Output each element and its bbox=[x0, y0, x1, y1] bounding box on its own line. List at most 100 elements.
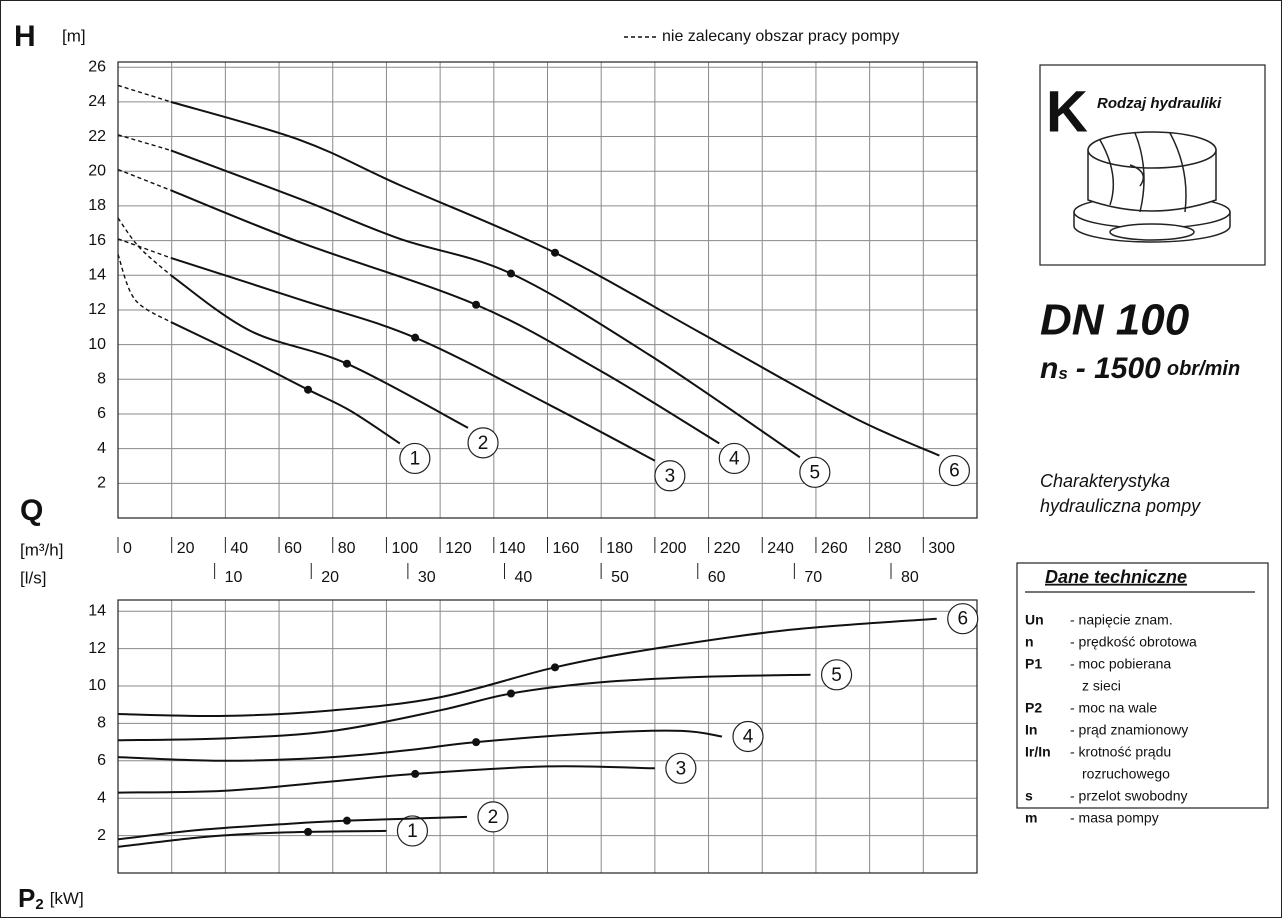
y-axis-unit: [m] bbox=[62, 26, 86, 45]
speed-subscript: s bbox=[1058, 364, 1067, 383]
spec-code: P2 bbox=[1025, 700, 1042, 716]
curve-label: 5 bbox=[831, 665, 842, 686]
speed-value: - 1500 bbox=[1076, 352, 1161, 385]
y-axis-unit: [kW] bbox=[50, 889, 84, 908]
y-tick-label: 8 bbox=[97, 715, 106, 732]
duty-point bbox=[343, 817, 351, 825]
x2-tick-label: 60 bbox=[708, 569, 726, 586]
spec-description: - prędkość obrotowa bbox=[1070, 634, 1197, 650]
curve-label: 3 bbox=[665, 466, 676, 487]
x-tick-label: 100 bbox=[391, 540, 418, 557]
x-tick-label: 0 bbox=[123, 540, 132, 557]
duty-point bbox=[551, 663, 559, 671]
duty-point bbox=[304, 386, 312, 394]
curve-label: 2 bbox=[488, 807, 499, 828]
duty-point bbox=[472, 738, 480, 746]
y-tick-label: 16 bbox=[88, 232, 106, 249]
y-axis-label: H bbox=[14, 20, 36, 53]
y-tick-label: 6 bbox=[97, 752, 106, 769]
duty-point bbox=[411, 770, 419, 778]
spec-code: s bbox=[1025, 788, 1033, 804]
x-tick-label: 20 bbox=[177, 540, 195, 557]
y-tick-label: 22 bbox=[88, 128, 106, 145]
x-tick-label: 220 bbox=[714, 540, 741, 557]
x2-tick-label: 40 bbox=[515, 569, 533, 586]
x-tick-label: 40 bbox=[230, 540, 248, 557]
curve-label: 6 bbox=[957, 609, 968, 630]
x-axis-label: Q bbox=[20, 494, 43, 527]
legend-text: nie zalecany obszar pracy pompy bbox=[662, 28, 899, 45]
spec-description: z sieci bbox=[1082, 678, 1121, 694]
spec-code: P1 bbox=[1025, 656, 1042, 672]
x-tick-label: 300 bbox=[928, 540, 955, 557]
x-tick-label: 240 bbox=[767, 540, 794, 557]
duty-point bbox=[507, 689, 515, 697]
spec-code: n bbox=[1025, 634, 1034, 650]
speed-symbol: n bbox=[1040, 352, 1058, 385]
spec-code: Ir/In bbox=[1025, 744, 1051, 760]
x-axis-unit: [m³/h] bbox=[20, 540, 63, 559]
chart: H [m] Q [m³/h] [l/s] P2[kW] nie zalecany… bbox=[0, 0, 1282, 918]
x2-tick-label: 30 bbox=[418, 569, 436, 586]
duty-point bbox=[472, 301, 480, 309]
x-tick-label: 160 bbox=[553, 540, 580, 557]
y-tick-label: 2 bbox=[97, 475, 106, 492]
spec-description: - przelot swobodny bbox=[1070, 788, 1188, 804]
y-tick-label: 20 bbox=[88, 162, 106, 179]
curve-label: 3 bbox=[676, 758, 687, 779]
x2-tick-label: 80 bbox=[901, 569, 919, 586]
caption-line: Charakterystyka bbox=[1040, 471, 1170, 491]
curve-label: 4 bbox=[729, 448, 740, 469]
y-tick-label: 4 bbox=[97, 440, 106, 457]
y-tick-label: 14 bbox=[88, 602, 106, 619]
y-tick-label: 14 bbox=[88, 266, 106, 283]
x2-tick-label: 10 bbox=[225, 569, 243, 586]
y-tick-label: 12 bbox=[88, 640, 106, 657]
y-tick-label: 24 bbox=[88, 93, 106, 110]
x2-axis-unit: [l/s] bbox=[20, 568, 46, 587]
spec-description: - moc pobierana bbox=[1070, 656, 1171, 672]
duty-point bbox=[411, 334, 419, 342]
page: {"chart_data": [ {"type": "line", "y_lab… bbox=[0, 0, 1282, 918]
speed-unit: obr/min bbox=[1167, 358, 1240, 380]
x-tick-label: 60 bbox=[284, 540, 302, 557]
x-tick-label: 200 bbox=[660, 540, 687, 557]
curve-label: 6 bbox=[949, 461, 960, 482]
y-tick-label: 10 bbox=[88, 336, 106, 353]
y-tick-label: 26 bbox=[88, 58, 106, 75]
x2-tick-label: 70 bbox=[804, 569, 822, 586]
y-axis-symbol: P bbox=[18, 883, 35, 913]
curve-label: 5 bbox=[810, 462, 821, 483]
spec-code: Un bbox=[1025, 612, 1044, 628]
x2-tick-label: 50 bbox=[611, 569, 629, 586]
spec-description: rozruchowego bbox=[1082, 766, 1170, 782]
curve-label: 2 bbox=[478, 433, 489, 454]
spec-description: - masa pompy bbox=[1070, 810, 1159, 826]
x-tick-label: 140 bbox=[499, 540, 526, 557]
y-tick-label: 4 bbox=[97, 789, 106, 806]
spec-description: - prąd znamionowy bbox=[1070, 722, 1188, 738]
spec-code: In bbox=[1025, 722, 1037, 738]
specs-title: Dane techniczne bbox=[1045, 567, 1187, 587]
y-tick-label: 12 bbox=[88, 301, 106, 318]
caption-line: hydrauliczna pompy bbox=[1040, 496, 1201, 516]
spec-description: - moc na wale bbox=[1070, 700, 1157, 716]
y-tick-label: 2 bbox=[97, 827, 106, 844]
curve-label: 4 bbox=[743, 727, 754, 748]
impeller-top bbox=[1088, 132, 1216, 168]
x-tick-label: 180 bbox=[606, 540, 633, 557]
curve-label: 1 bbox=[407, 821, 418, 842]
spec-description: - krotność prądu bbox=[1070, 744, 1171, 760]
y-tick-label: 8 bbox=[97, 371, 106, 388]
y-tick-label: 18 bbox=[88, 197, 106, 214]
impeller-icon bbox=[1074, 132, 1230, 242]
x-tick-label: 120 bbox=[445, 540, 472, 557]
spec-description: - napięcie znam. bbox=[1070, 612, 1173, 628]
duty-point bbox=[507, 270, 515, 278]
x2-tick-label: 20 bbox=[321, 569, 339, 586]
y-tick-label: 6 bbox=[97, 405, 106, 422]
duty-point bbox=[343, 360, 351, 368]
duty-point bbox=[304, 828, 312, 836]
curve-label: 1 bbox=[410, 448, 421, 469]
model: DN 100 bbox=[1040, 296, 1190, 345]
